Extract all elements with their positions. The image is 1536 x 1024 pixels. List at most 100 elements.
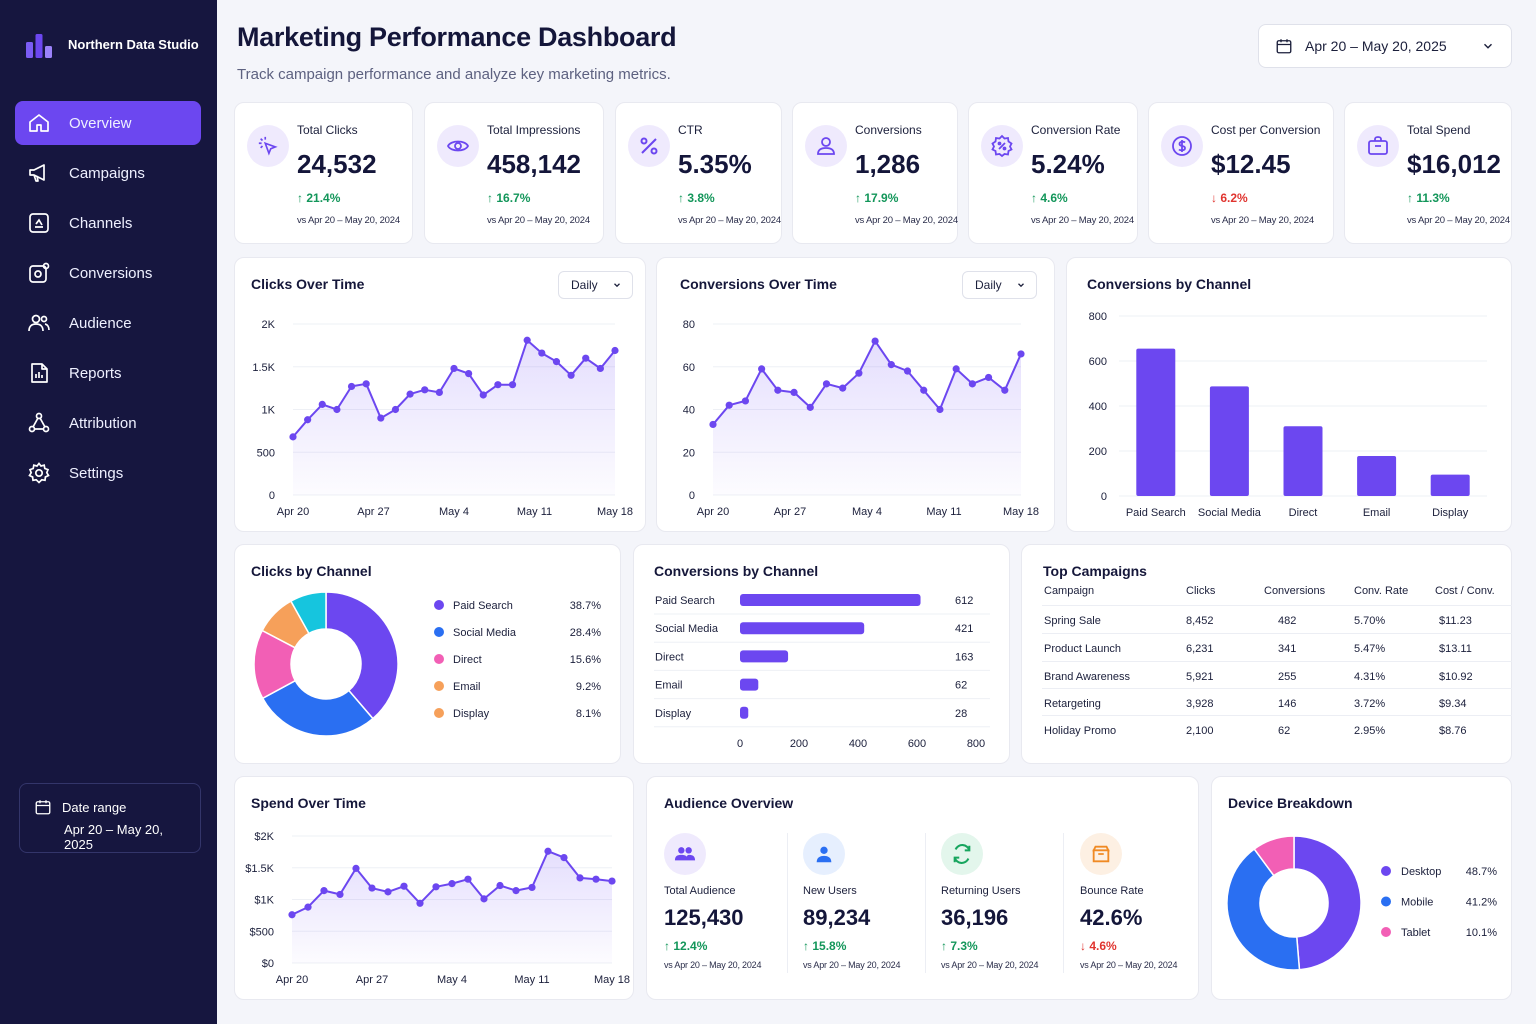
data-point: [560, 853, 568, 862]
data-label: 612: [955, 595, 973, 607]
x-tick-label: 0: [737, 738, 743, 750]
audience-new-users[interactable]: New Users 89,234 ↑ 15.8% vs Apr 20 – May…: [803, 833, 941, 983]
y-tick-label: $2K: [254, 831, 274, 843]
table-row[interactable]: Retargeting 3,928 146 3.72% $9.34: [1042, 688, 1512, 716]
cell: 5.47%: [1354, 643, 1386, 655]
col-header[interactable]: Conversions: [1264, 585, 1326, 597]
audience-value: 36,196: [941, 905, 1009, 930]
y-tick-label: 80: [683, 319, 695, 331]
col-header[interactable]: Cost / Conv.: [1435, 585, 1495, 597]
percent-icon: [640, 137, 658, 155]
col-header[interactable]: Clicks: [1186, 585, 1216, 597]
table-row[interactable]: Brand Awareness 5,921 255 4.31% $10.92: [1042, 661, 1512, 689]
y-tick-label: $1.5K: [245, 863, 274, 875]
kpi-card-total-clicks[interactable]: Total Clicks 24,532 ↑ 21.4% vs Apr 20 – …: [234, 102, 413, 244]
legend-value: 10.1%: [1466, 927, 1497, 939]
audience-total[interactable]: Total Audience 125,430 ↑ 12.4% vs Apr 20…: [664, 833, 802, 983]
legend-value: 38.7%: [570, 600, 601, 612]
card-title: Top Campaigns: [1043, 563, 1147, 579]
data-point: [709, 420, 717, 429]
y-tick-label: 1K: [262, 405, 276, 417]
data-point: [508, 381, 517, 389]
data-point: [552, 358, 561, 366]
cell: 3.72%: [1354, 698, 1386, 710]
table-row[interactable]: Product Launch 6,231 341 5.47% $13.11: [1042, 633, 1512, 661]
kpi-card-ctr[interactable]: CTR 5.35% ↑ 3.8% vs Apr 20 – May 20, 202…: [615, 102, 782, 244]
legend-label: Direct: [453, 654, 482, 666]
audience-label: Bounce Rate: [1080, 885, 1144, 897]
data-point: [790, 388, 798, 396]
kpi-value: $16,012: [1407, 149, 1501, 179]
kpi-card-total-spend[interactable]: Total Spend $16,012 ↑ 11.3% vs Apr 20 – …: [1344, 102, 1512, 244]
sidebar-item-channels[interactable]: Channels: [15, 201, 201, 245]
x-tick-label: May 4: [852, 506, 882, 518]
x-tick-label: Email: [1363, 507, 1391, 519]
brand[interactable]: Northern Data Studio: [24, 28, 199, 60]
data-point: [435, 388, 443, 396]
legend-value: 41.2%: [1466, 897, 1497, 909]
x-tick-label: Apr 20: [697, 506, 729, 518]
legend-value: 9.2%: [576, 681, 601, 693]
cell: Retargeting: [1044, 698, 1101, 710]
audience-value: 125,430: [664, 905, 744, 930]
kpi-card-total-impressions[interactable]: Total Impressions 458,142 ↑ 16.7% vs Apr…: [424, 102, 604, 244]
category-label: Direct: [655, 651, 684, 663]
kpi-card-conversions[interactable]: Conversions 1,286 ↑ 17.9% vs Apr 20 – Ma…: [792, 102, 958, 244]
col-header[interactable]: Conv. Rate: [1354, 585, 1409, 597]
refresh-icon: [953, 844, 971, 864]
cell: $8.76: [1439, 725, 1467, 737]
sidebar-item-audience[interactable]: Audience: [15, 301, 201, 345]
data-point: [592, 875, 600, 883]
period-select[interactable]: Daily: [962, 271, 1037, 299]
sidebar-item-settings[interactable]: Settings: [15, 451, 201, 495]
audience-returning-users[interactable]: Returning Users 36,196 ↑ 7.3% vs Apr 20 …: [941, 833, 1079, 983]
data-point: [774, 386, 782, 394]
conversions-over-time-card: Conversions Over Time Daily 0 20 40 60 80 Apr…: [656, 257, 1055, 532]
col-header[interactable]: Campaign: [1044, 585, 1095, 597]
x-tick-label: May 4: [439, 506, 469, 518]
data-label: 62: [955, 680, 967, 692]
sidebar-item-attribution[interactable]: Attribution: [15, 401, 201, 445]
sidebar-item-conversions[interactable]: Conversions: [15, 251, 201, 295]
sidebar-item-reports[interactable]: Reports: [15, 351, 201, 395]
data-point: [523, 336, 531, 344]
kpi-label: Total Impressions: [487, 123, 581, 137]
card-title: Clicks by Channel: [251, 563, 372, 579]
divider: [787, 833, 788, 973]
data-point: [480, 895, 488, 903]
kpi-delta: ↑ 11.3%: [1407, 191, 1450, 205]
kpi-card-conversion-rate[interactable]: Conversion Rate 5.24% ↑ 4.6% vs Apr 20 –…: [968, 102, 1138, 244]
user-icon: [817, 137, 835, 155]
sidebar-item-overview[interactable]: Overview: [15, 101, 201, 145]
date-range-value: Apr 20 – May 20, 2025: [64, 822, 163, 852]
sidebar-item-campaigns[interactable]: Campaigns: [15, 151, 201, 195]
y-tick-label: 60: [683, 362, 695, 374]
data-point: [839, 384, 847, 392]
data-point: [806, 403, 814, 411]
kpi-value: $12.45: [1211, 149, 1291, 179]
card-title: Conversions by Channel: [654, 563, 819, 579]
sidebar-date-range[interactable]: Date range Apr 20 – May 20, 2025: [19, 783, 201, 853]
x-tick-label: Apr 20: [276, 974, 308, 986]
kpi-card-cost-per-conversion[interactable]: Cost per Conversion $12.45 ↓ 6.2% vs Apr…: [1148, 102, 1334, 244]
audience-bounce-rate[interactable]: Bounce Rate 42.6% ↓ 4.6% vs Apr 20 – May…: [1080, 833, 1218, 983]
y-tick-label: $0: [262, 958, 274, 970]
area-fill: [293, 340, 615, 495]
data-point: [741, 397, 750, 405]
data-point: [582, 354, 590, 362]
kpi-compare: vs Apr 20 – May 20, 2024: [678, 215, 781, 226]
period-select[interactable]: Daily: [558, 271, 633, 299]
users-icon: [28, 314, 50, 332]
bar: [1136, 348, 1176, 496]
data-point: [611, 346, 619, 355]
cell: Brand Awareness: [1044, 671, 1131, 683]
top-campaigns-card: Top Campaigns Campaign Clicks Conversion…: [1021, 544, 1512, 764]
bar: [740, 706, 749, 719]
table-row[interactable]: Spring Sale 8,452 482 5.70% $11.23: [1042, 605, 1512, 633]
legend-label: Email: [453, 681, 481, 693]
conversions-by-channel-bar-chart: 0 200 400 600 800 Paid Search Social Media Dire…: [1089, 311, 1487, 519]
data-point: [304, 416, 312, 424]
cell: 4.31%: [1354, 671, 1386, 683]
date-range-picker[interactable]: Apr 20 – May 20, 2025: [1258, 24, 1512, 68]
table-row[interactable]: Holiday Promo 2,100 62 2.95% $8.76: [1042, 715, 1512, 743]
